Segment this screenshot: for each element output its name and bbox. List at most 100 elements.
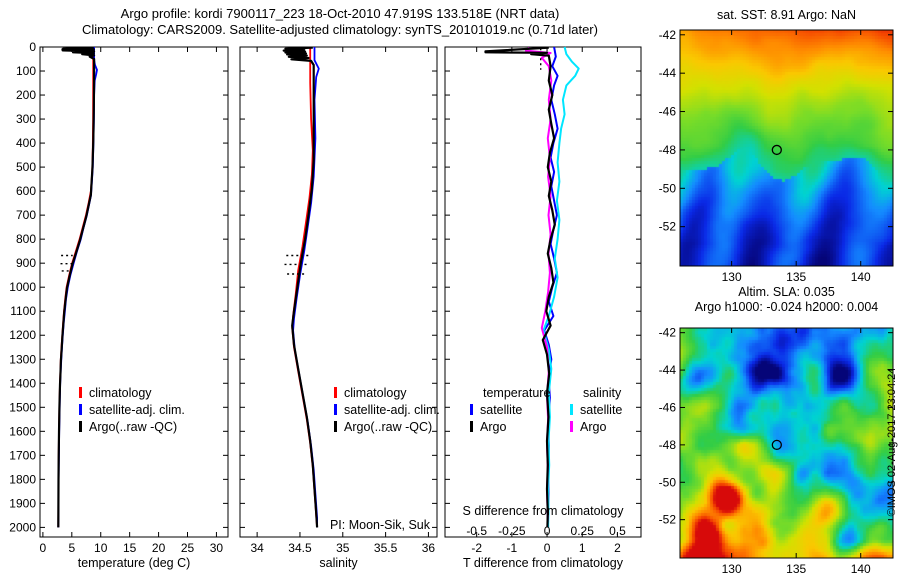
- map-y-tick-label: -46: [659, 400, 677, 414]
- y-tick-label: 1200: [9, 328, 36, 342]
- salinity-panel-legend: climatology satellite-adj. clim. Argo(..…: [334, 385, 440, 436]
- x-tick-label: 35: [336, 541, 350, 555]
- legend-header: salinity: [583, 386, 622, 400]
- temperature-panel-legend: climatology satellite-adj. clim. Argo(..…: [79, 385, 185, 436]
- legend-row: climatology: [334, 385, 440, 402]
- sst-map-title: sat. SST: 8.91 Argo: NaN: [717, 8, 856, 22]
- x-tick-label: 30: [210, 541, 224, 555]
- y-tick-label: 700: [16, 208, 36, 222]
- sla-map-title-line2: Argo h1000: -0.024 h2000: 0.004: [694, 300, 879, 314]
- x-tick-label: 0: [40, 541, 47, 555]
- map-x-tick-label: 140: [851, 562, 871, 576]
- temperature-axis-label: temperature (deg C): [77, 556, 191, 570]
- legend-header: temperature: [483, 386, 551, 400]
- s-axis-tick-label: 0.25: [571, 524, 595, 538]
- map-x-tick-label: 135: [786, 562, 806, 576]
- legend-label: climatology: [89, 386, 152, 400]
- x-tick-label: 25: [181, 541, 195, 555]
- s-axis-tick-label: 0: [544, 524, 551, 538]
- map-y-tick-label: -44: [659, 363, 677, 377]
- legend-label: Argo(..raw -QC): [89, 420, 178, 434]
- series-t-argo-diff: [484, 46, 556, 528]
- x-tick-label: 36: [422, 541, 436, 555]
- y-tick-label: 200: [16, 88, 36, 102]
- s-axis-tick-label: -0.25: [498, 524, 526, 538]
- legend-row: satellite: [570, 402, 622, 419]
- map-x-tick-label: 130: [722, 270, 742, 284]
- legend-row: satellite-adj. clim.: [334, 402, 440, 419]
- x-tick-label: 5: [68, 541, 75, 555]
- y-tick-label: 1800: [9, 472, 36, 486]
- legend-row: Argo: [470, 419, 550, 436]
- legend-row: satellite-adj. clim.: [79, 402, 185, 419]
- x-tick-label: 10: [94, 541, 108, 555]
- legend-label: satellite-adj. clim.: [89, 403, 185, 417]
- map-y-tick-label: -42: [659, 28, 677, 42]
- argo-float-marker: [771, 144, 782, 156]
- legend-label: Argo(..raw -QC): [344, 420, 433, 434]
- x-tick-label: 15: [123, 541, 137, 555]
- y-tick-label: 400: [16, 136, 36, 150]
- argo-line-swatch: [79, 421, 82, 432]
- argo-line-swatch: [570, 421, 573, 432]
- map-y-tick-label: -44: [659, 66, 677, 80]
- x-tick-label: 34: [250, 541, 264, 555]
- y-tick-label: 300: [16, 112, 36, 126]
- series-s-satellite-diff-x4-: [542, 46, 580, 528]
- y-tick-label: 1700: [9, 448, 36, 462]
- satellite-line-swatch: [470, 404, 473, 415]
- legend-label: satellite: [580, 403, 623, 417]
- copyright-text: ©IMOS 02-Aug-2017 23:04:24: [886, 367, 898, 517]
- y-tick-label: 1100: [10, 304, 36, 318]
- y-tick-label: 1400: [9, 376, 36, 390]
- legend-row: Argo(..raw -QC): [334, 419, 440, 436]
- y-tick-label: 1300: [9, 352, 36, 366]
- map-y-tick-label: -52: [659, 513, 677, 527]
- climatology-line-swatch: [79, 387, 82, 398]
- map-x-tick-label: 130: [722, 562, 742, 576]
- map-y-tick-label: -50: [659, 181, 677, 195]
- sst-map-image: [680, 30, 893, 266]
- t-difference-axis-label: T difference from climatology: [462, 556, 624, 570]
- salinity-axis-label: salinity: [319, 556, 358, 570]
- legend-label: satellite-adj. clim.: [344, 403, 440, 417]
- difference-temperature-legend: temperature satellite Argo: [470, 385, 550, 436]
- map-y-tick-label: -48: [659, 438, 677, 452]
- y-tick-label: 900: [16, 256, 36, 270]
- map-y-tick-label: -48: [659, 143, 677, 157]
- sla-map-title-line1: Altim. SLA: 0.035: [738, 285, 835, 299]
- y-tick-label: 800: [16, 232, 36, 246]
- y-tick-label: 1600: [9, 424, 36, 438]
- argo-line-swatch: [334, 421, 337, 432]
- x-tick-label: 0: [544, 541, 551, 555]
- s-difference-axis-label: S difference from climatology: [462, 504, 624, 518]
- figure-title-line2: Climatology: CARS2009. Satellite-adjuste…: [82, 22, 598, 37]
- y-tick-label: 1500: [9, 400, 36, 414]
- map-x-tick-label: 140: [851, 270, 871, 284]
- x-tick-label: -1: [507, 541, 518, 555]
- figure-title-line1: Argo profile: kordi 7900117_223 18-Oct-2…: [120, 6, 560, 21]
- satellite-adj-line-swatch: [79, 404, 82, 415]
- s-axis-tick-label: 0.5: [609, 524, 626, 538]
- legend-label: satellite: [480, 403, 523, 417]
- x-tick-label: 35.5: [374, 541, 398, 555]
- map-y-tick-label: -42: [659, 326, 677, 340]
- map-y-tick-label: -50: [659, 475, 677, 489]
- legend-label: Argo: [480, 420, 507, 434]
- legend-row: Argo: [570, 419, 622, 436]
- y-tick-label: 100: [16, 64, 36, 78]
- legend-row: climatology: [79, 385, 185, 402]
- legend-label: climatology: [344, 386, 407, 400]
- x-tick-label: 2: [614, 541, 621, 555]
- map-box: [679, 327, 894, 559]
- x-tick-label: 1: [579, 541, 586, 555]
- argo-line-swatch: [470, 421, 473, 432]
- axes-box: [239, 46, 438, 538]
- map-x-tick-label: 135: [786, 270, 806, 284]
- s-axis-tick-label: -0.5: [466, 524, 487, 538]
- x-tick-label: 20: [152, 541, 166, 555]
- axes-box: [39, 46, 229, 538]
- y-tick-label: 0: [29, 40, 36, 54]
- pi-note: PI: Moon-Sik, Suk: [329, 518, 430, 532]
